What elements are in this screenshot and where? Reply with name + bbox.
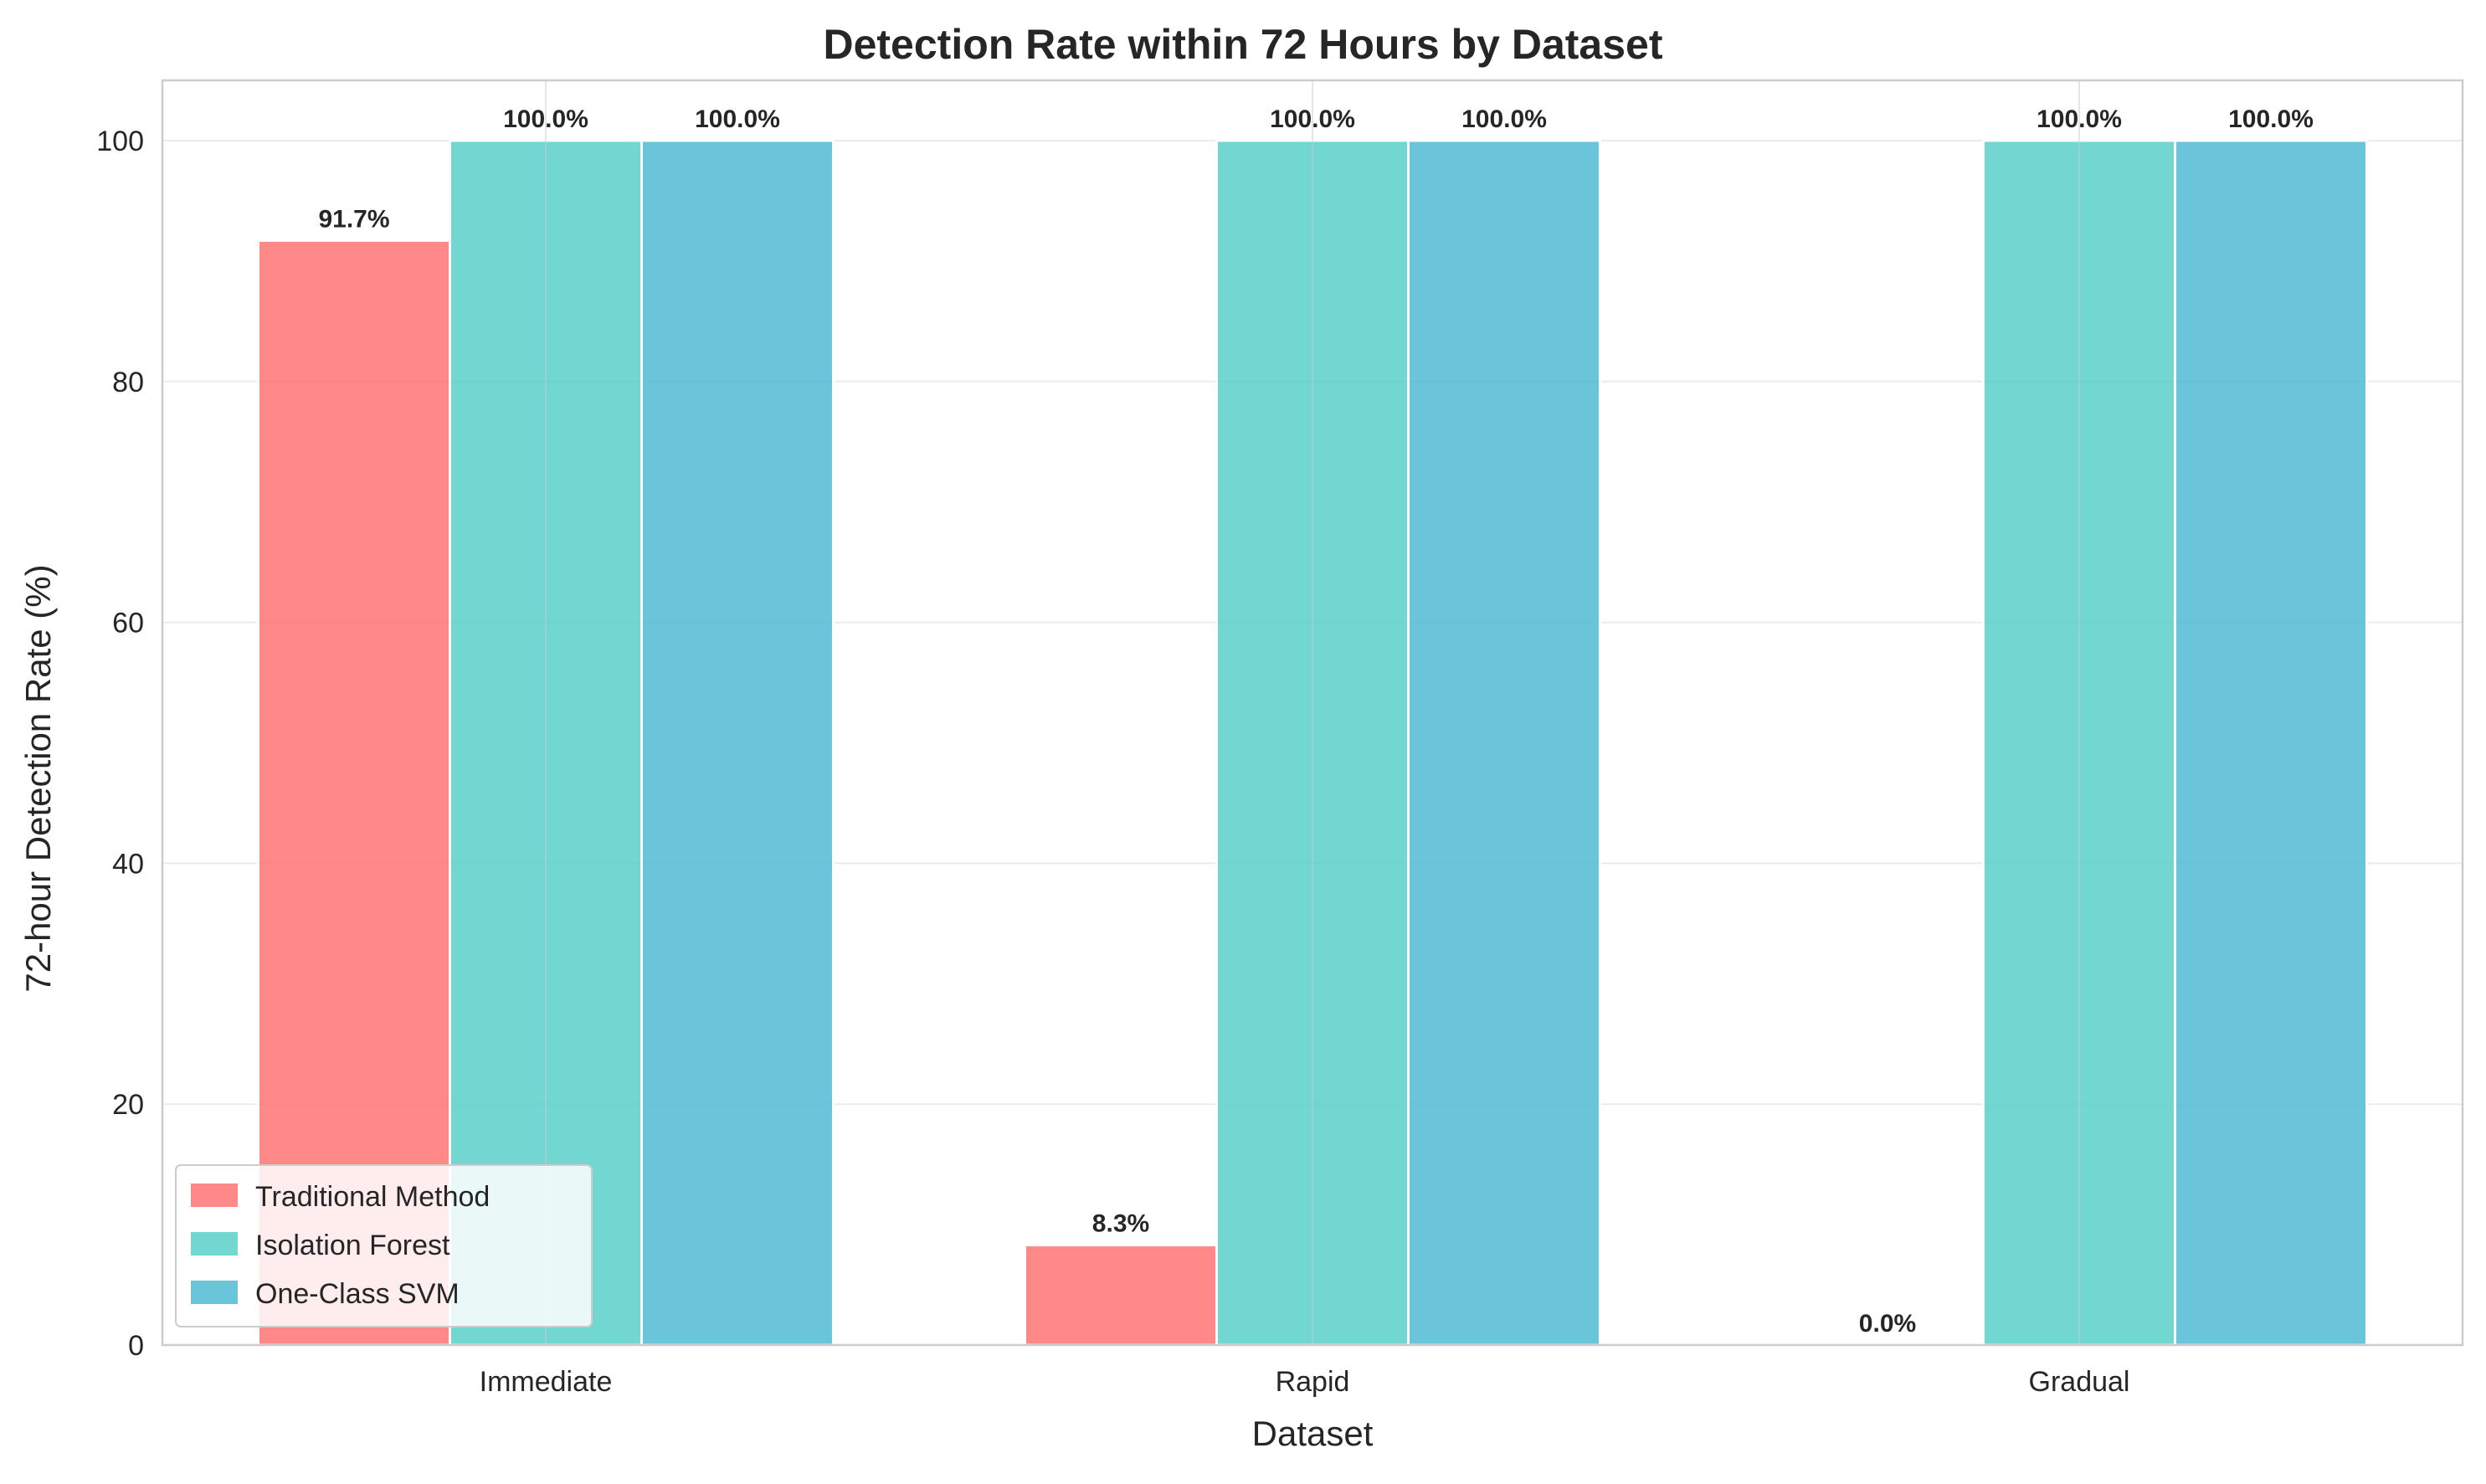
y-tick-label: 40 [112,848,144,880]
legend-swatch-isolation-forest [191,1232,238,1255]
legend-swatch-one-class-svm [191,1281,238,1304]
x-tick-label: Rapid [1276,1366,1350,1398]
bar-value-label: 100.0% [2037,105,2122,133]
bar-value-label: 8.3% [1092,1210,1149,1238]
legend-box [175,1164,593,1327]
x-tick-label: Immediate [480,1366,613,1398]
bar-value-label: 100.0% [1270,105,1355,133]
x-axis-ticks: Immediate Rapid Gradual [480,1366,2130,1398]
y-tick-label: 0 [128,1330,144,1362]
bar-value-label: 0.0% [1859,1310,1916,1338]
bar-value-label: 100.0% [695,105,780,133]
bar [1407,139,1601,1347]
bar-value-labels: 91.7% 8.3% 0.0% 100.0% 100.0% 100.0% 100.0% 100… [318,105,2313,1338]
y-tick-label: 60 [112,608,144,639]
legend-label-traditional: Traditional Method [255,1181,490,1213]
bar [1024,1244,1218,1347]
x-tick-label: Gradual [2029,1366,2130,1398]
y-axis-ticks: 0 20 40 60 80 100 [96,126,144,1362]
legend-label-isolation-forest: Isolation Forest [255,1230,450,1261]
x-grid-lines [545,80,2080,1345]
y-tick-label: 80 [112,367,144,398]
bar [2174,139,2368,1347]
bar-value-label: 91.7% [318,205,389,233]
y-axis-label: 72-hour Detection Rate (%) [18,564,58,992]
legend: Traditional Method Isolation Forest One-… [175,1164,593,1327]
y-tick-label: 20 [112,1089,144,1121]
plot-frame [161,79,2464,1347]
legend-swatch-traditional [191,1184,238,1207]
x-axis-label: Dataset [1252,1414,1374,1453]
bar-value-label: 100.0% [1461,105,1547,133]
legend-label-one-class-svm: One-Class SVM [255,1278,460,1310]
bar [257,239,451,1347]
bar-value-label: 100.0% [503,105,588,133]
y-tick-label: 100 [96,126,144,157]
bar [640,139,835,1347]
chart-title: Detection Rate within 72 Hours by Datase… [823,21,1662,68]
bar-value-label: 100.0% [2228,105,2314,133]
